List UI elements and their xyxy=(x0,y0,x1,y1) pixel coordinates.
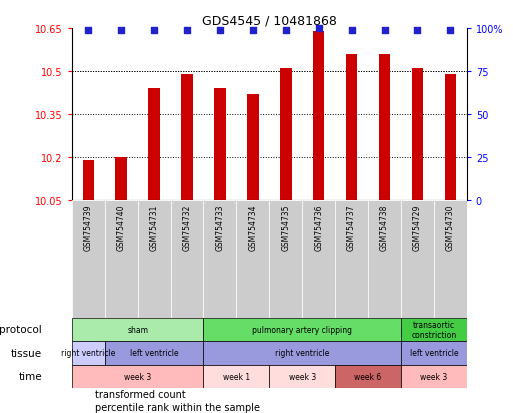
Bar xyxy=(434,201,467,318)
Bar xyxy=(269,365,335,388)
Text: left ventricle: left ventricle xyxy=(130,349,179,358)
Bar xyxy=(280,69,291,201)
Point xyxy=(84,27,92,34)
Point xyxy=(381,27,389,34)
Text: week 6: week 6 xyxy=(354,372,382,381)
Bar xyxy=(105,342,204,365)
Text: GSM754731: GSM754731 xyxy=(150,204,159,251)
Point xyxy=(249,27,257,34)
Text: percentile rank within the sample: percentile rank within the sample xyxy=(95,402,260,412)
Text: transaortic
constriction: transaortic constriction xyxy=(411,320,457,339)
Bar xyxy=(401,201,434,318)
Bar xyxy=(72,201,105,318)
Bar xyxy=(78,404,90,411)
Bar xyxy=(401,318,467,342)
Bar xyxy=(236,201,269,318)
Text: week 1: week 1 xyxy=(223,372,250,381)
Point xyxy=(150,27,158,34)
Text: GSM754732: GSM754732 xyxy=(183,204,191,251)
Text: GSM754729: GSM754729 xyxy=(413,204,422,251)
Text: week 3: week 3 xyxy=(420,372,447,381)
Bar xyxy=(401,365,467,388)
Bar xyxy=(368,201,401,318)
Text: tissue: tissue xyxy=(11,348,42,358)
Bar xyxy=(445,75,456,201)
Bar xyxy=(346,55,358,201)
Bar xyxy=(401,342,467,365)
Point xyxy=(183,27,191,34)
Text: GSM754730: GSM754730 xyxy=(446,204,455,251)
Bar xyxy=(115,158,127,201)
Bar xyxy=(214,89,226,201)
Bar xyxy=(204,201,236,318)
Bar xyxy=(170,201,204,318)
Bar xyxy=(247,95,259,201)
Point xyxy=(446,27,455,34)
Bar xyxy=(83,161,94,201)
Point xyxy=(117,27,125,34)
Text: pulmonary artery clipping: pulmonary artery clipping xyxy=(252,325,352,334)
Bar xyxy=(379,55,390,201)
Text: left ventricle: left ventricle xyxy=(409,349,458,358)
Point xyxy=(314,26,323,32)
Bar xyxy=(105,201,137,318)
Bar xyxy=(302,201,335,318)
Bar xyxy=(204,342,401,365)
Bar xyxy=(335,365,401,388)
Bar xyxy=(335,201,368,318)
Text: GSM754735: GSM754735 xyxy=(281,204,290,251)
Text: right ventricle: right ventricle xyxy=(61,349,115,358)
Bar xyxy=(204,365,269,388)
Text: sham: sham xyxy=(127,325,148,334)
Bar xyxy=(148,89,160,201)
Text: GSM754739: GSM754739 xyxy=(84,204,93,251)
Bar xyxy=(72,342,105,365)
Text: transformed count: transformed count xyxy=(95,389,186,399)
Point xyxy=(216,27,224,34)
Bar xyxy=(181,75,193,201)
Text: week 3: week 3 xyxy=(289,372,316,381)
Text: time: time xyxy=(18,372,42,382)
Text: right ventricle: right ventricle xyxy=(275,349,329,358)
Bar xyxy=(412,69,423,201)
Point xyxy=(347,27,356,34)
Text: GSM754734: GSM754734 xyxy=(248,204,258,251)
Bar xyxy=(137,201,170,318)
Bar xyxy=(313,32,324,201)
Text: GSM754737: GSM754737 xyxy=(347,204,356,251)
Title: GDS4545 / 10481868: GDS4545 / 10481868 xyxy=(202,15,337,28)
Text: protocol: protocol xyxy=(0,325,42,335)
Text: GSM754738: GSM754738 xyxy=(380,204,389,251)
Text: GSM754736: GSM754736 xyxy=(314,204,323,251)
Text: GSM754733: GSM754733 xyxy=(215,204,225,251)
Bar xyxy=(78,391,90,398)
Bar xyxy=(269,201,302,318)
Bar xyxy=(204,318,401,342)
Text: GSM754740: GSM754740 xyxy=(116,204,126,251)
Text: week 3: week 3 xyxy=(124,372,151,381)
Bar xyxy=(72,365,204,388)
Point xyxy=(282,27,290,34)
Bar xyxy=(72,318,204,342)
Point xyxy=(413,27,422,34)
